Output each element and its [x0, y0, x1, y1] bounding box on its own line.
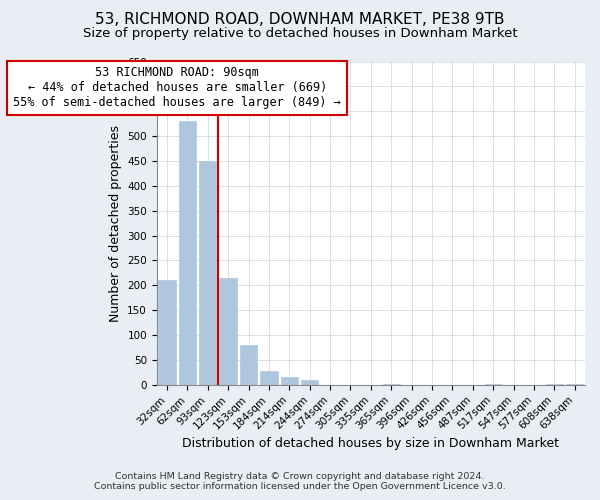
Bar — [220, 278, 237, 385]
Text: 53 RICHMOND ROAD: 90sqm
← 44% of detached houses are smaller (669)
55% of semi-d: 53 RICHMOND ROAD: 90sqm ← 44% of detache… — [13, 66, 341, 110]
Text: Contains HM Land Registry data © Crown copyright and database right 2024.
Contai: Contains HM Land Registry data © Crown c… — [94, 472, 506, 491]
Bar — [383, 384, 400, 385]
Bar — [158, 280, 176, 385]
Text: Size of property relative to detached houses in Downham Market: Size of property relative to detached ho… — [83, 28, 517, 40]
Bar — [179, 121, 196, 385]
Bar — [260, 371, 278, 385]
Bar — [240, 345, 257, 385]
Bar — [199, 161, 217, 385]
Y-axis label: Number of detached properties: Number of detached properties — [109, 124, 122, 322]
X-axis label: Distribution of detached houses by size in Downham Market: Distribution of detached houses by size … — [182, 437, 559, 450]
Bar — [301, 380, 319, 385]
Bar — [281, 378, 298, 385]
Text: 53, RICHMOND ROAD, DOWNHAM MARKET, PE38 9TB: 53, RICHMOND ROAD, DOWNHAM MARKET, PE38 … — [95, 12, 505, 28]
